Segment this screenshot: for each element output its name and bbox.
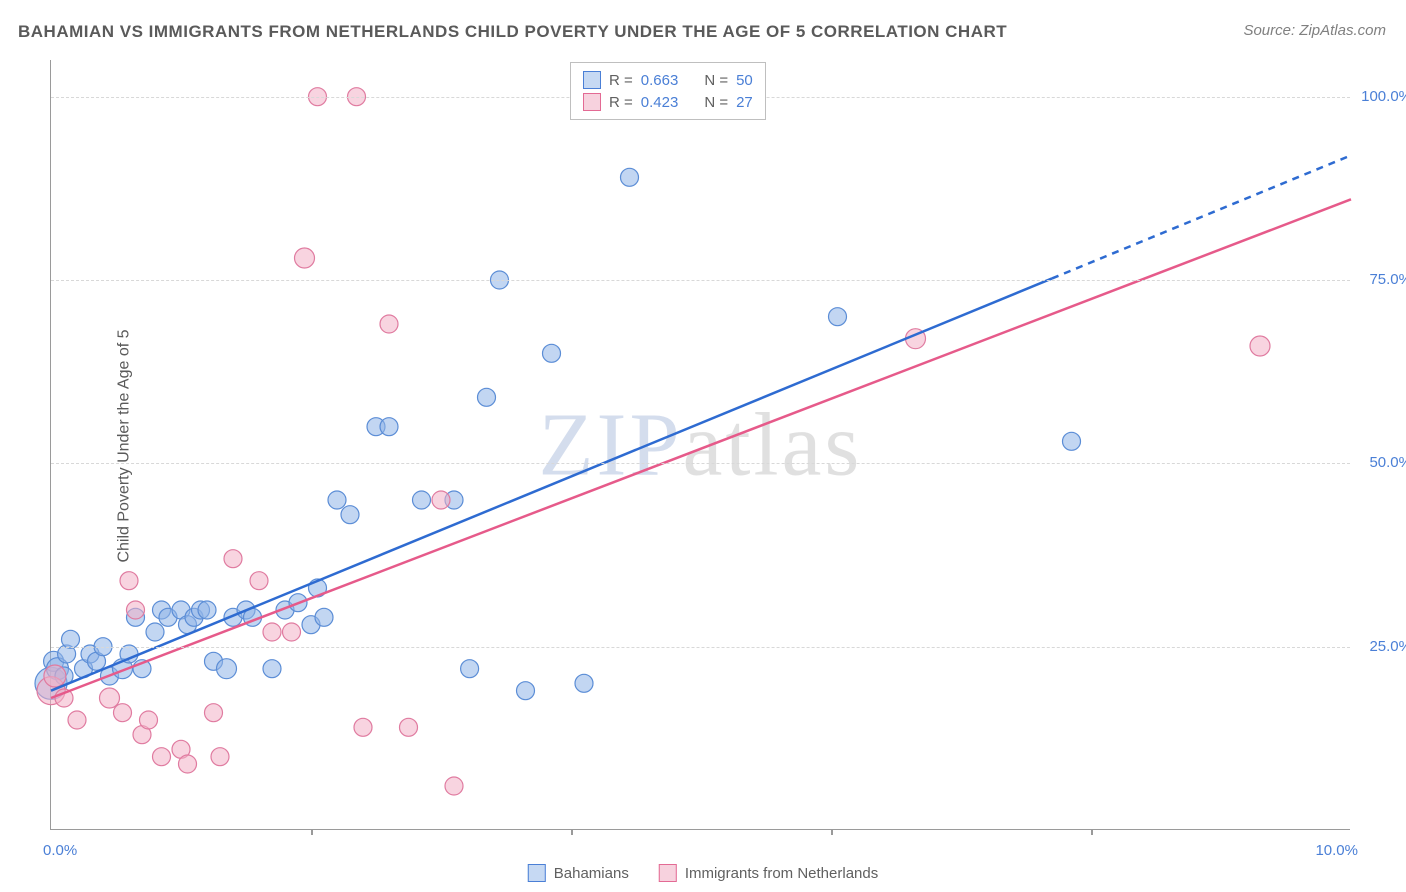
data-point xyxy=(283,623,301,641)
data-point xyxy=(224,550,242,568)
data-point xyxy=(517,682,535,700)
legend-series-label: Bahamians xyxy=(554,865,629,882)
data-point xyxy=(68,711,86,729)
data-point xyxy=(146,623,164,641)
data-point xyxy=(413,491,431,509)
legend-swatch xyxy=(659,864,677,882)
legend-n-label: N = xyxy=(704,94,728,111)
source-attribution: Source: ZipAtlas.com xyxy=(1243,22,1386,39)
data-point xyxy=(153,748,171,766)
legend-correlation: R = 0.663 N = 50 R = 0.423 N = 27 xyxy=(570,62,766,120)
data-point xyxy=(127,601,145,619)
y-tick-label: 75.0% xyxy=(1369,271,1406,288)
data-point xyxy=(62,630,80,648)
data-point xyxy=(461,660,479,678)
legend-swatch xyxy=(528,864,546,882)
legend-series: Bahamians Immigrants from Netherlands xyxy=(528,864,878,882)
data-point xyxy=(400,718,418,736)
data-point xyxy=(120,572,138,590)
x-tick-label: 10.0% xyxy=(1315,842,1358,859)
data-point xyxy=(263,623,281,641)
legend-r-value: 0.663 xyxy=(641,72,679,89)
legend-n-value: 50 xyxy=(736,72,753,89)
x-tick xyxy=(311,829,313,835)
data-point xyxy=(295,248,315,268)
legend-swatch xyxy=(583,71,601,89)
trend-line xyxy=(51,278,1052,690)
data-point xyxy=(380,315,398,333)
data-point xyxy=(198,601,216,619)
x-tick-label: 0.0% xyxy=(43,842,77,859)
data-point xyxy=(354,718,372,736)
trend-line xyxy=(51,199,1351,698)
data-point xyxy=(575,674,593,692)
legend-n-value: 27 xyxy=(736,94,753,111)
legend-r-label: R = xyxy=(609,94,633,111)
y-tick-label: 50.0% xyxy=(1369,454,1406,471)
data-point xyxy=(211,748,229,766)
y-tick-label: 25.0% xyxy=(1369,638,1406,655)
data-point xyxy=(179,755,197,773)
legend-r-value: 0.423 xyxy=(641,94,679,111)
data-point xyxy=(114,704,132,722)
data-point xyxy=(44,665,66,687)
data-point xyxy=(205,704,223,722)
data-point xyxy=(341,506,359,524)
y-tick-label: 100.0% xyxy=(1361,88,1406,105)
data-point xyxy=(432,491,450,509)
data-point xyxy=(140,711,158,729)
gridline-h xyxy=(51,463,1350,464)
legend-r-label: R = xyxy=(609,72,633,89)
x-tick xyxy=(831,829,833,835)
legend-correlation-row: R = 0.423 N = 27 xyxy=(583,91,753,113)
x-tick xyxy=(1091,829,1093,835)
data-point xyxy=(328,491,346,509)
data-point xyxy=(250,572,268,590)
data-point xyxy=(478,388,496,406)
legend-swatch xyxy=(583,93,601,111)
data-point xyxy=(445,777,463,795)
data-point xyxy=(315,608,333,626)
data-point xyxy=(100,688,120,708)
chart-title: BAHAMIAN VS IMMIGRANTS FROM NETHERLANDS … xyxy=(18,22,1007,42)
legend-series-item: Bahamians xyxy=(528,864,629,882)
data-point xyxy=(380,418,398,436)
data-point xyxy=(1250,336,1270,356)
legend-series-item: Immigrants from Netherlands xyxy=(659,864,878,882)
legend-correlation-row: R = 0.663 N = 50 xyxy=(583,69,753,91)
plot-svg xyxy=(51,60,1350,829)
chart-container: BAHAMIAN VS IMMIGRANTS FROM NETHERLANDS … xyxy=(0,0,1406,892)
data-point xyxy=(829,308,847,326)
data-point xyxy=(263,660,281,678)
plot-area: ZIPatlas 25.0%50.0%75.0%100.0%0.0%10.0% xyxy=(50,60,1350,830)
data-point xyxy=(621,168,639,186)
data-point xyxy=(543,344,561,362)
legend-n-label: N = xyxy=(704,72,728,89)
data-point xyxy=(1063,432,1081,450)
data-point xyxy=(217,659,237,679)
x-tick xyxy=(571,829,573,835)
gridline-h xyxy=(51,647,1350,648)
gridline-h xyxy=(51,280,1350,281)
legend-series-label: Immigrants from Netherlands xyxy=(685,865,878,882)
